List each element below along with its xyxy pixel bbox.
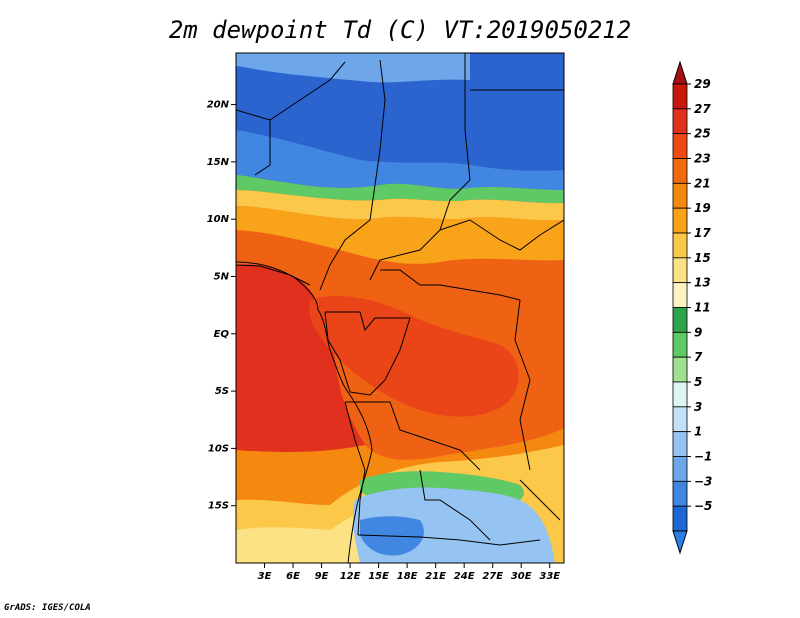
lat-tick-label: 20N	[207, 100, 230, 111]
colorbar-label: 11	[694, 301, 711, 315]
lat-tick-label: 15N	[207, 157, 230, 168]
colorbar-swatch	[672, 207, 688, 234]
colorbar-swatch	[672, 158, 688, 184]
colorbar-label: −1	[694, 450, 712, 464]
colorbar-label: 1	[694, 425, 702, 439]
colorbar-label: 3	[694, 400, 702, 414]
lon-tick-label: 30E	[511, 571, 532, 582]
colorbar-swatch	[672, 456, 688, 482]
region-sahel-yellow	[236, 190, 564, 221]
colorbar-swatch	[672, 83, 688, 110]
region-northern-lightblue	[236, 53, 470, 83]
colorbar-label: 19	[694, 201, 711, 215]
colorbar-label: 25	[694, 127, 711, 141]
colorbar-swatch	[672, 480, 688, 507]
colorbar-swatch	[672, 232, 688, 259]
region-northern-lightblue-2	[236, 130, 564, 190]
colorbar-swatch	[672, 182, 688, 209]
lat-tick-label: EQ	[214, 329, 230, 340]
colorbar-swatch	[672, 307, 688, 333]
colorbar-top-arrow	[672, 60, 688, 85]
map-title: 2m dewpoint Td (C) VT:2019050212	[168, 16, 632, 44]
colorbar-swatch	[672, 133, 688, 159]
lon-tick-label: 24E	[454, 571, 475, 582]
colorbar-label: 7	[694, 350, 703, 364]
lon-tick-label: 27E	[482, 571, 503, 582]
colorbar-label: 9	[694, 325, 702, 339]
colorbar-swatch	[672, 431, 688, 457]
colorbar-swatch	[672, 331, 688, 358]
region-central-humid	[309, 295, 519, 417]
lon-tick-label: 9E	[315, 571, 329, 582]
colorbar-label: 17	[694, 226, 711, 240]
lat-tick-label: 5N	[214, 271, 230, 282]
lon-tick-label: 12E	[340, 571, 361, 582]
lat-tick-label: 10N	[207, 214, 230, 225]
colorbar-label: −3	[694, 474, 712, 488]
lon-tick-label: 18E	[397, 571, 418, 582]
lon-tick-label: 6E	[286, 571, 300, 582]
lat-tick-label: 10S	[208, 443, 229, 454]
map-area	[236, 53, 564, 563]
lon-tick-label: 3E	[258, 571, 272, 582]
colorbar-swatch	[672, 505, 688, 532]
colorbar-label: 23	[694, 152, 711, 166]
colorbar-swatch	[672, 381, 688, 408]
lat-tick-label: 5S	[215, 386, 229, 397]
lat-tick-label: 15S	[208, 501, 229, 512]
country-borders	[236, 53, 564, 546]
colorbar-swatch	[672, 406, 688, 433]
colorbar-label: 29	[694, 77, 711, 91]
map-frame	[235, 52, 565, 564]
colorbar-swatch	[672, 108, 688, 135]
colorbar-label: 13	[694, 276, 711, 290]
colorbar-swatch	[672, 282, 688, 308]
region-sahel-orange	[236, 206, 564, 264]
colorbar-bottom-arrow	[672, 530, 688, 555]
colorbar-label: 15	[694, 251, 711, 265]
colorbar-swatch	[672, 257, 688, 284]
colorbar-label: −5	[694, 499, 712, 513]
lon-tick-label: 33E	[539, 571, 560, 582]
lon-tick-label: 21E	[425, 571, 446, 582]
lon-tick-label: 15E	[368, 571, 389, 582]
colorbar-swatch	[672, 356, 688, 383]
longitude-axis: 3E 6E 9E 12E 15E 18E 21E 24E 27E 30E 33E	[258, 563, 560, 582]
region-sahel-green	[236, 175, 564, 204]
coastline	[236, 261, 373, 563]
grads-credit: GrADS: IGES/COLA	[4, 603, 91, 613]
region-coastal-humid	[236, 264, 365, 453]
region-southern-lightyellow	[236, 505, 380, 563]
colorbar: 29 27 25 23 21 19 17 15 13 11 9 7 5 3 1 −1 −3 −5	[672, 60, 712, 555]
colorbar-label: 27	[694, 102, 711, 116]
colorbar-label: 5	[694, 375, 702, 389]
latitude-axis: 20N 15N 10N 5N EQ 5S 10S 15S	[207, 100, 236, 512]
colorbar-label: 21	[694, 176, 711, 190]
